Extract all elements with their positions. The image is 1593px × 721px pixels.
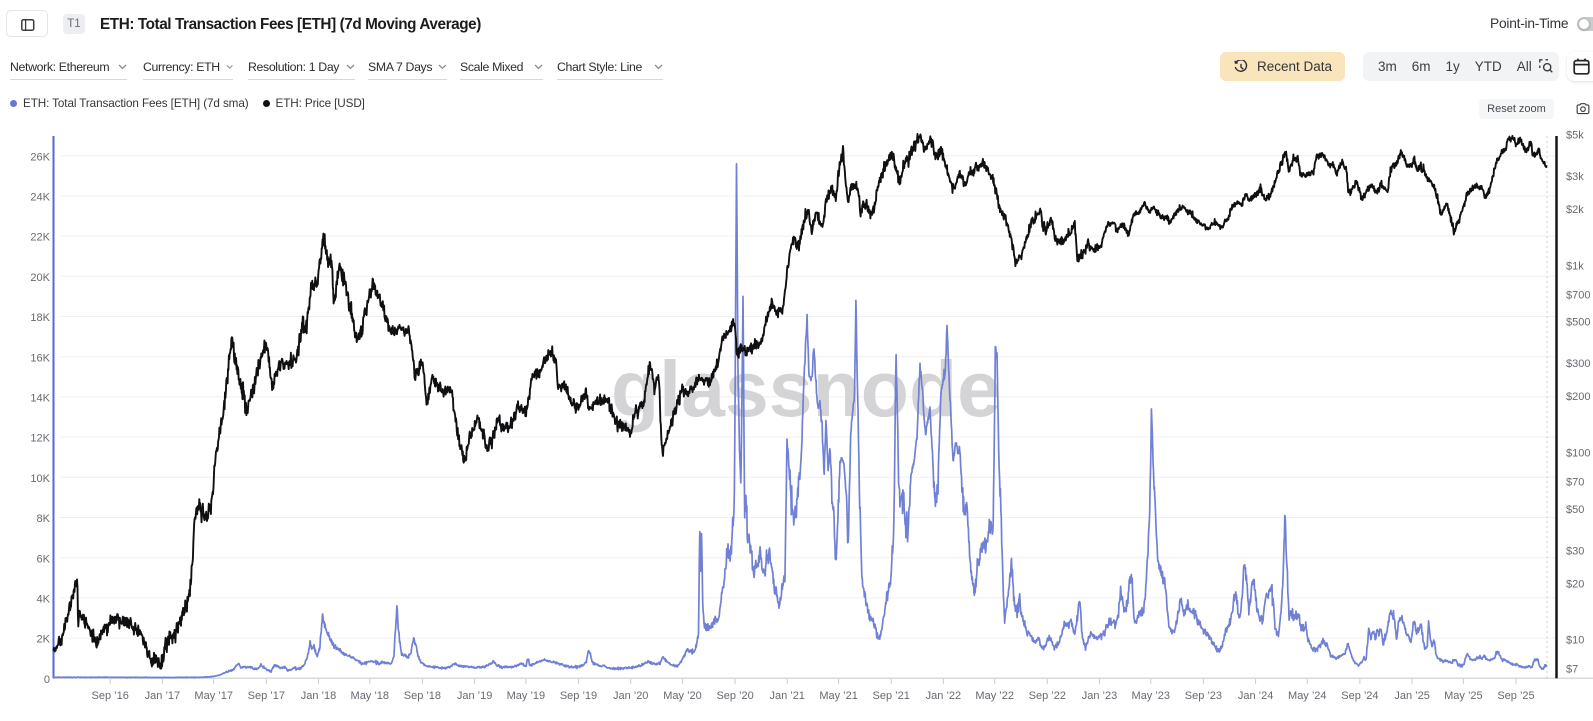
svg-text:$2k: $2k: [1566, 204, 1584, 216]
svg-text:glassnode: glassnode: [611, 344, 1001, 433]
svg-text:May ’24: May ’24: [1288, 690, 1327, 702]
svg-text:Sep ’21: Sep ’21: [873, 690, 910, 702]
svg-text:14K: 14K: [30, 393, 50, 405]
svg-text:$30: $30: [1566, 545, 1584, 557]
svg-text:6K: 6K: [37, 553, 51, 565]
svg-text:2K: 2K: [37, 634, 51, 646]
svg-text:Jan ’18: Jan ’18: [301, 690, 336, 702]
svg-text:Jan ’20: Jan ’20: [613, 690, 648, 702]
svg-text:Jan ’19: Jan ’19: [457, 690, 492, 702]
svg-text:Sep ’24: Sep ’24: [1341, 690, 1378, 702]
svg-text:$300: $300: [1566, 358, 1590, 370]
svg-text:18K: 18K: [30, 312, 50, 324]
svg-text:May ’22: May ’22: [975, 690, 1014, 702]
svg-text:May ’25: May ’25: [1444, 690, 1483, 702]
svg-text:Jan ’22: Jan ’22: [926, 690, 961, 702]
svg-text:8K: 8K: [37, 513, 51, 525]
svg-text:$7: $7: [1566, 664, 1578, 676]
svg-text:Jan ’23: Jan ’23: [1082, 690, 1117, 702]
svg-text:Sep ’22: Sep ’22: [1029, 690, 1066, 702]
svg-text:May ’23: May ’23: [1132, 690, 1171, 702]
svg-text:26K: 26K: [30, 151, 50, 163]
svg-text:May ’21: May ’21: [819, 690, 858, 702]
svg-text:Sep ’18: Sep ’18: [404, 690, 441, 702]
svg-text:22K: 22K: [30, 232, 50, 244]
svg-text:4K: 4K: [37, 594, 51, 606]
svg-text:$700: $700: [1566, 289, 1590, 301]
svg-text:0: 0: [44, 674, 50, 686]
svg-text:$3k: $3k: [1566, 171, 1584, 183]
svg-text:Sep ’23: Sep ’23: [1185, 690, 1222, 702]
svg-text:$100: $100: [1566, 448, 1590, 460]
svg-text:Sep ’20: Sep ’20: [716, 690, 753, 702]
svg-text:Jan ’21: Jan ’21: [769, 690, 804, 702]
svg-text:$10: $10: [1566, 635, 1584, 647]
svg-text:May ’17: May ’17: [194, 690, 233, 702]
svg-text:Jan ’17: Jan ’17: [145, 690, 180, 702]
svg-text:Sep ’19: Sep ’19: [560, 690, 597, 702]
svg-text:$1k: $1k: [1566, 260, 1584, 272]
svg-text:Jan ’24: Jan ’24: [1238, 690, 1273, 702]
svg-text:16K: 16K: [30, 352, 50, 364]
svg-text:24K: 24K: [30, 192, 50, 204]
svg-text:Jan ’25: Jan ’25: [1394, 690, 1429, 702]
svg-text:$5k: $5k: [1566, 130, 1584, 142]
svg-text:May ’19: May ’19: [507, 690, 546, 702]
svg-text:Sep ’16: Sep ’16: [92, 690, 129, 702]
svg-text:$20: $20: [1566, 578, 1584, 590]
svg-text:May ’20: May ’20: [663, 690, 702, 702]
svg-text:Sep ’17: Sep ’17: [248, 690, 285, 702]
svg-text:$50: $50: [1566, 504, 1584, 516]
svg-text:May ’18: May ’18: [351, 690, 390, 702]
svg-text:$200: $200: [1566, 391, 1590, 403]
svg-text:$500: $500: [1566, 317, 1590, 329]
svg-text:$70: $70: [1566, 477, 1584, 489]
svg-text:20K: 20K: [30, 272, 50, 284]
svg-text:12K: 12K: [30, 433, 50, 445]
svg-text:Sep ’25: Sep ’25: [1497, 690, 1534, 702]
svg-text:10K: 10K: [30, 473, 50, 485]
